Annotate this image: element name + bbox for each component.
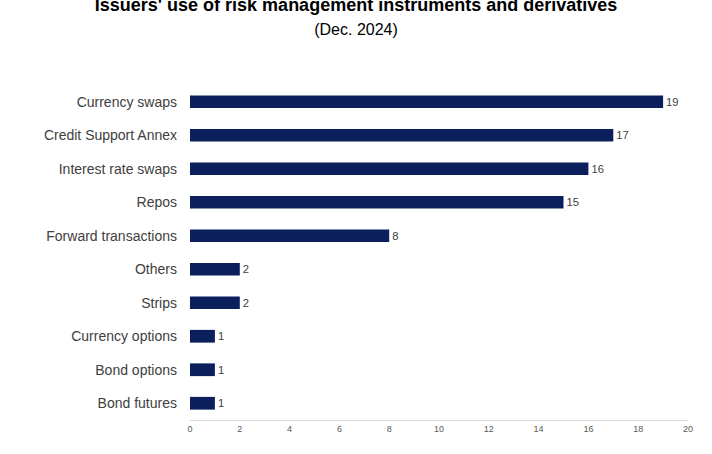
svg-text:1: 1 — [218, 397, 224, 409]
svg-text:6: 6 — [337, 424, 342, 434]
svg-text:Repos: Repos — [137, 194, 177, 210]
svg-text:1: 1 — [218, 364, 224, 376]
svg-text:Others: Others — [135, 261, 177, 277]
svg-text:4: 4 — [287, 424, 292, 434]
svg-text:Bond options: Bond options — [95, 362, 177, 378]
svg-text:8: 8 — [387, 424, 392, 434]
svg-text:18: 18 — [633, 424, 643, 434]
svg-text:2: 2 — [243, 263, 249, 275]
svg-text:10: 10 — [434, 424, 444, 434]
svg-text:1: 1 — [218, 330, 224, 342]
svg-text:8: 8 — [392, 230, 398, 242]
svg-text:17: 17 — [616, 129, 628, 141]
svg-text:Bond futures: Bond futures — [98, 395, 177, 411]
svg-text:Issuers' use of risk managemen: Issuers' use of risk management instrume… — [95, 0, 617, 38]
svg-text:16: 16 — [583, 424, 593, 434]
svg-text:20: 20 — [683, 424, 693, 434]
svg-text:2: 2 — [243, 297, 249, 309]
svg-text:19: 19 — [666, 96, 678, 108]
svg-text:Forward transactions: Forward transactions — [46, 228, 177, 244]
svg-text:2: 2 — [237, 424, 242, 434]
svg-text:Credit Support Annex: Credit Support Annex — [44, 127, 177, 143]
svg-text:12: 12 — [484, 424, 494, 434]
svg-text:Currency swaps: Currency swaps — [77, 94, 177, 110]
svg-text:Currency options: Currency options — [71, 328, 177, 344]
svg-text:Strips: Strips — [141, 295, 177, 311]
svg-text:14: 14 — [534, 424, 544, 434]
svg-text:15: 15 — [567, 196, 579, 208]
svg-text:Interest rate swaps: Interest rate swaps — [59, 161, 177, 177]
svg-text:0: 0 — [187, 424, 192, 434]
svg-text:16: 16 — [591, 163, 603, 175]
